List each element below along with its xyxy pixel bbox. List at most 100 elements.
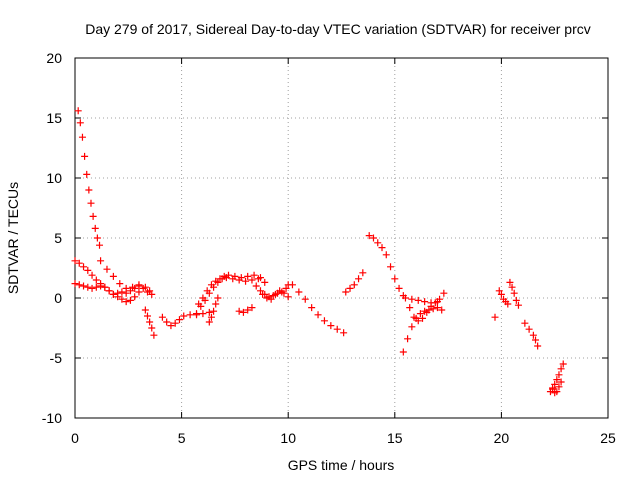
y-tick-label: 10 <box>46 170 62 186</box>
y-tick-label: -5 <box>50 350 63 366</box>
data-point <box>212 300 220 308</box>
data-point <box>288 281 296 289</box>
data-point <box>80 263 88 271</box>
data-point <box>186 311 194 319</box>
data-point <box>129 283 137 291</box>
data-point <box>116 280 124 288</box>
data-point <box>267 295 275 303</box>
data-point <box>216 275 224 283</box>
data-point <box>214 294 222 302</box>
data-point <box>231 272 239 280</box>
data-point <box>391 275 399 283</box>
data-point <box>280 289 288 297</box>
data-point <box>399 348 407 356</box>
data-point <box>555 383 563 391</box>
series-arc15 <box>365 232 407 300</box>
data-point <box>205 308 213 316</box>
data-point <box>167 322 175 330</box>
data-point <box>122 284 130 292</box>
data-point <box>171 319 179 327</box>
data-point <box>141 306 149 314</box>
data-point <box>359 269 367 277</box>
data-point <box>207 281 215 289</box>
series-arc21 <box>521 319 542 350</box>
data-point <box>406 304 414 312</box>
data-point <box>114 293 122 301</box>
data-point <box>252 282 260 290</box>
data-point <box>210 307 218 315</box>
data-point <box>97 257 105 265</box>
data-point <box>92 276 100 284</box>
axis-ticks: 0 5 10 15 20 25 -10 -5 0 5 10 15 20 <box>42 50 616 446</box>
data-point <box>199 294 207 302</box>
data-point <box>512 296 520 304</box>
series-arc23 <box>549 378 565 397</box>
y-tick-label: 20 <box>46 50 62 66</box>
data-point <box>220 272 228 280</box>
data-point <box>416 310 424 318</box>
data-point <box>508 283 516 291</box>
data-point <box>365 232 373 240</box>
series-arc10 <box>235 304 256 316</box>
data-point <box>141 283 149 291</box>
x-tick-label: 15 <box>387 430 403 446</box>
plot-frame <box>74 57 609 419</box>
data-point <box>282 284 290 292</box>
data-point <box>525 325 533 333</box>
data-point <box>71 280 79 288</box>
data-point <box>555 371 563 379</box>
data-point <box>440 289 448 297</box>
data-point <box>84 266 92 274</box>
data-point <box>80 282 88 290</box>
data-point <box>295 288 303 296</box>
data-point <box>163 318 171 326</box>
data-point <box>83 170 91 178</box>
data-point <box>419 314 427 322</box>
series-arc9 <box>205 294 222 326</box>
data-point <box>504 300 512 308</box>
data-point <box>408 295 416 303</box>
data-point <box>514 301 522 309</box>
y-tick-label: 5 <box>54 230 62 246</box>
data-point <box>75 281 83 289</box>
data-point <box>135 281 143 289</box>
data-point <box>284 293 292 301</box>
data-point <box>74 107 82 115</box>
data-point <box>225 271 233 279</box>
data-point <box>248 304 256 312</box>
data-point <box>510 289 518 297</box>
data-point <box>150 331 158 339</box>
data-point <box>75 259 83 267</box>
data-point <box>551 380 559 388</box>
data-point <box>122 298 130 306</box>
x-tick-label: 10 <box>280 430 296 446</box>
data-point <box>414 296 422 304</box>
data-point <box>387 263 395 271</box>
data-point <box>497 290 505 298</box>
data-point <box>529 331 537 339</box>
data-point <box>276 287 284 295</box>
data-point <box>78 133 86 141</box>
series-arc5 <box>141 306 158 339</box>
data-point <box>559 360 567 368</box>
series-arc4 <box>97 257 154 295</box>
series-arc18 <box>408 295 441 307</box>
data-point <box>557 365 565 373</box>
data-point <box>549 385 557 393</box>
data-point <box>92 283 100 291</box>
data-point <box>84 283 92 291</box>
series-arc2 <box>71 257 143 306</box>
y-tick-label: -10 <box>42 410 62 426</box>
data-point <box>427 299 435 307</box>
data-point <box>423 308 431 316</box>
data-point <box>158 313 166 321</box>
y-tick-label: 15 <box>46 110 62 126</box>
series-arc6 <box>158 308 213 330</box>
series-arc3 <box>74 107 104 249</box>
data-point <box>89 212 97 220</box>
series-arc19 <box>491 313 499 321</box>
data-point <box>175 316 183 324</box>
data-point <box>320 317 328 325</box>
data-point <box>342 288 350 296</box>
data-point <box>433 304 441 312</box>
